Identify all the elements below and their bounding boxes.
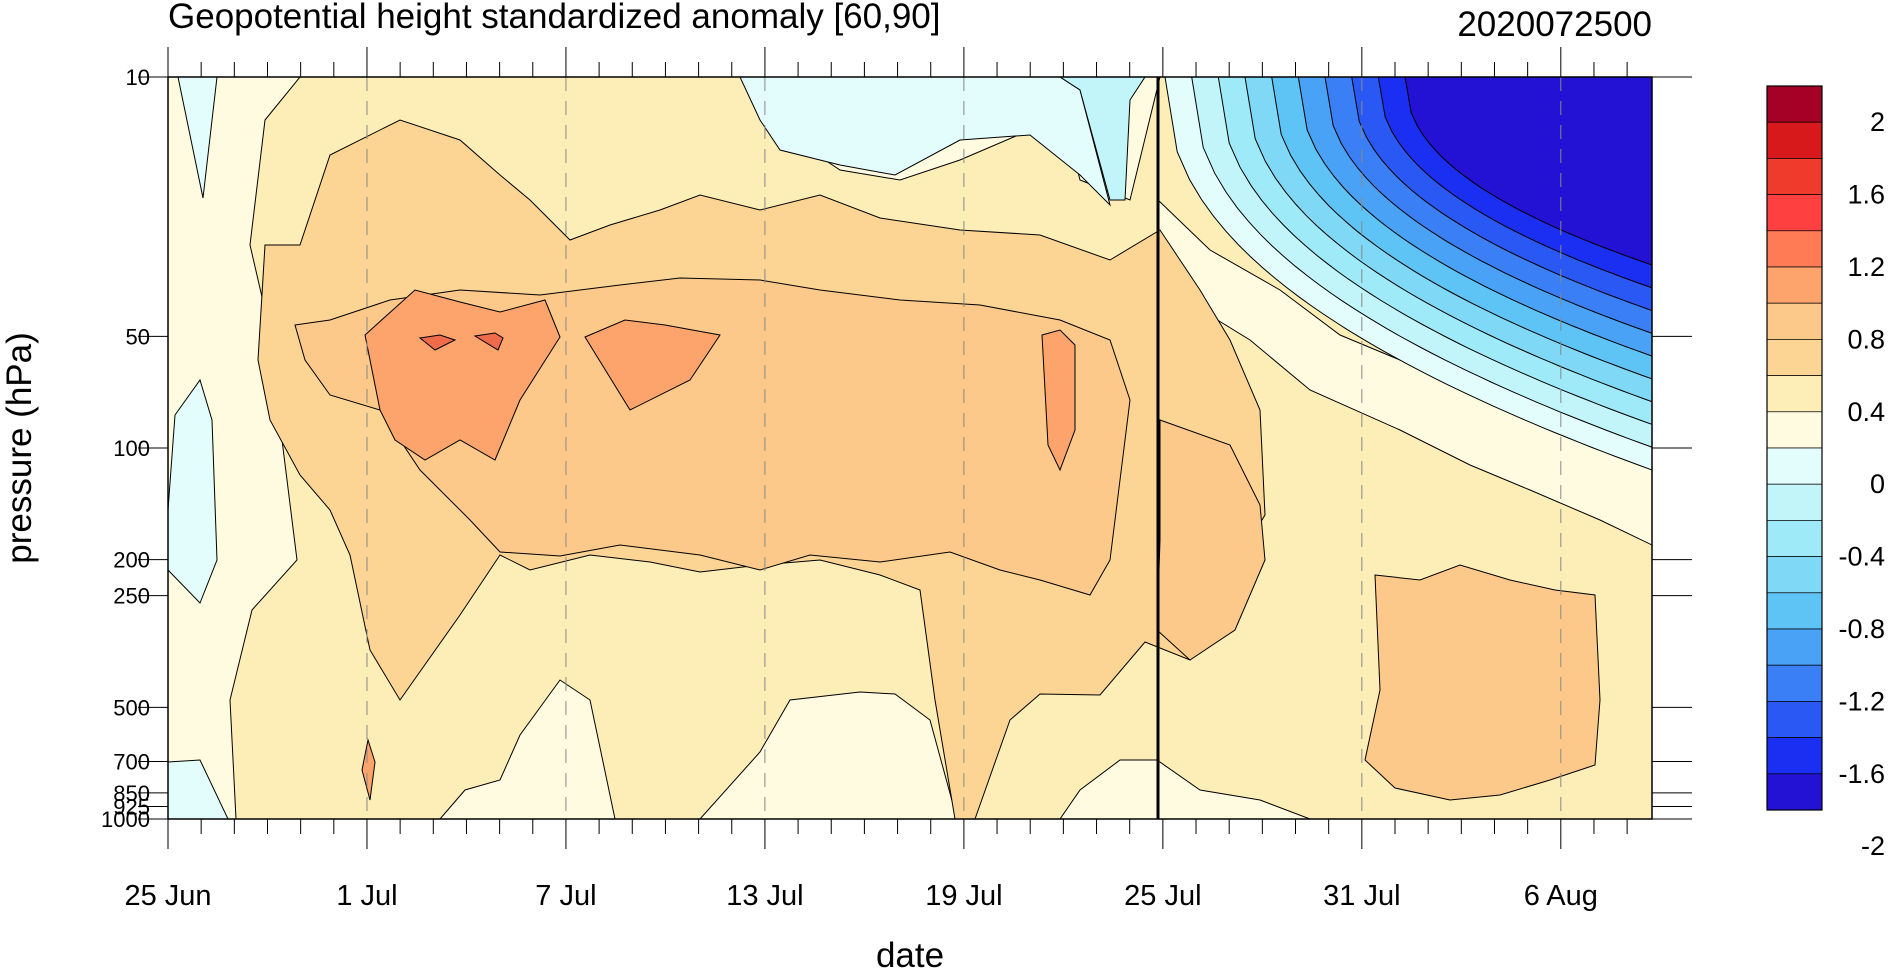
colorbar-label: 0.8 xyxy=(1847,324,1885,354)
field-peak-small2 xyxy=(473,332,504,351)
y-axis-label: pressure (hPa) xyxy=(0,332,39,563)
colorbar-swatch xyxy=(1766,592,1823,630)
field-peak-mid xyxy=(584,319,721,411)
x-tick-label: 19 Jul xyxy=(925,880,1002,912)
field-lightblue-bottomleft xyxy=(168,759,229,819)
colorbar-swatch xyxy=(1766,737,1823,775)
x-axis-label: date xyxy=(876,936,944,969)
field-peak-right xyxy=(1041,329,1076,472)
y-tick-label: 500 xyxy=(113,695,150,720)
colorbar-label: -2 xyxy=(1861,831,1885,861)
colorbar-swatch xyxy=(1766,339,1823,376)
colorbar-swatch xyxy=(1766,302,1823,340)
field-lightblue-top2 xyxy=(1059,77,1146,201)
colorbar-swatch xyxy=(1766,121,1823,159)
colorbar: 2 1.6 1.2 0.8 0.4 0 -0.4 -0.8 -1.2 -1.6 -2 xyxy=(1766,85,1885,861)
colorbar-label: 1.2 xyxy=(1847,252,1885,282)
colorbar-label: 2 xyxy=(1870,107,1885,137)
field-peak-left xyxy=(364,289,561,461)
y-tick-label: 850 xyxy=(113,781,150,806)
colorbar-swatch xyxy=(1766,483,1823,521)
x-tick-label: 31 Jul xyxy=(1323,880,1400,912)
date-stamp: 2020072500 xyxy=(1457,5,1652,44)
field-lightblue-left xyxy=(168,378,218,604)
colorbar-swatch xyxy=(1766,411,1823,449)
colorbar-swatch xyxy=(1766,266,1823,304)
y-tick-label: 50 xyxy=(126,324,150,349)
colorbar-label: -0.4 xyxy=(1838,542,1885,572)
colorbar-swatch xyxy=(1766,520,1823,557)
x-tick-label: 1 Jul xyxy=(336,880,397,912)
date-gridlines xyxy=(366,77,1562,819)
colorbar-swatch xyxy=(1766,158,1823,195)
x-tick-label: 7 Jul xyxy=(535,880,596,912)
colorbar-swatch xyxy=(1766,447,1823,485)
colorbar-swatch xyxy=(1766,773,1823,811)
field-cream-right xyxy=(1157,198,1652,546)
colorbar-swatch xyxy=(1766,664,1823,702)
colorbar-border xyxy=(1766,85,1823,811)
colorbar-swatch xyxy=(1766,628,1823,666)
field-peak-small1 xyxy=(418,334,457,351)
field-lightblue-topleft xyxy=(177,77,218,199)
field-peak-bottom xyxy=(361,738,376,801)
colorbar-label: 0 xyxy=(1870,469,1885,499)
negative-bands xyxy=(1164,77,1652,471)
x-tick-label: 25 Jun xyxy=(124,880,211,912)
y-tick-label: 700 xyxy=(113,750,150,775)
x-tick-label: 6 Aug xyxy=(1524,880,1598,912)
y-tick-label: 250 xyxy=(113,584,150,609)
colorbar-swatch xyxy=(1766,85,1823,123)
colorbar-label: 1.6 xyxy=(1847,180,1885,210)
colorbar-swatch xyxy=(1766,230,1823,268)
colorbar-swatch xyxy=(1766,701,1823,738)
x-axis-ticks: 25 Jun 1 Jul 7 Jul 13 Jul 19 Jul 25 Jul 31 Jul… xyxy=(124,47,1628,912)
y-tick-label: 200 xyxy=(113,548,150,573)
colorbar-swatch xyxy=(1766,375,1823,413)
neg-band-9 xyxy=(1404,77,1652,266)
y-tick-label: 925 xyxy=(113,794,150,819)
colorbar-swatch xyxy=(1766,194,1823,232)
colorbar-label: -0.8 xyxy=(1838,614,1885,644)
plot-area xyxy=(168,77,1652,819)
chart-title: Geopotential height standardized anomaly… xyxy=(168,0,940,36)
colorbar-label: -1.6 xyxy=(1838,759,1885,789)
colorbar-swatch xyxy=(1766,556,1823,594)
x-tick-label: 25 Jul xyxy=(1124,880,1201,912)
y-tick-label: 1000 xyxy=(101,807,150,832)
y-tick-label: 10 xyxy=(126,65,150,90)
y-tick-label: 100 xyxy=(113,436,150,461)
x-tick-label: 13 Jul xyxy=(726,880,803,912)
colorbar-label: 0.4 xyxy=(1847,397,1885,427)
colorbar-label: -1.2 xyxy=(1838,686,1885,716)
